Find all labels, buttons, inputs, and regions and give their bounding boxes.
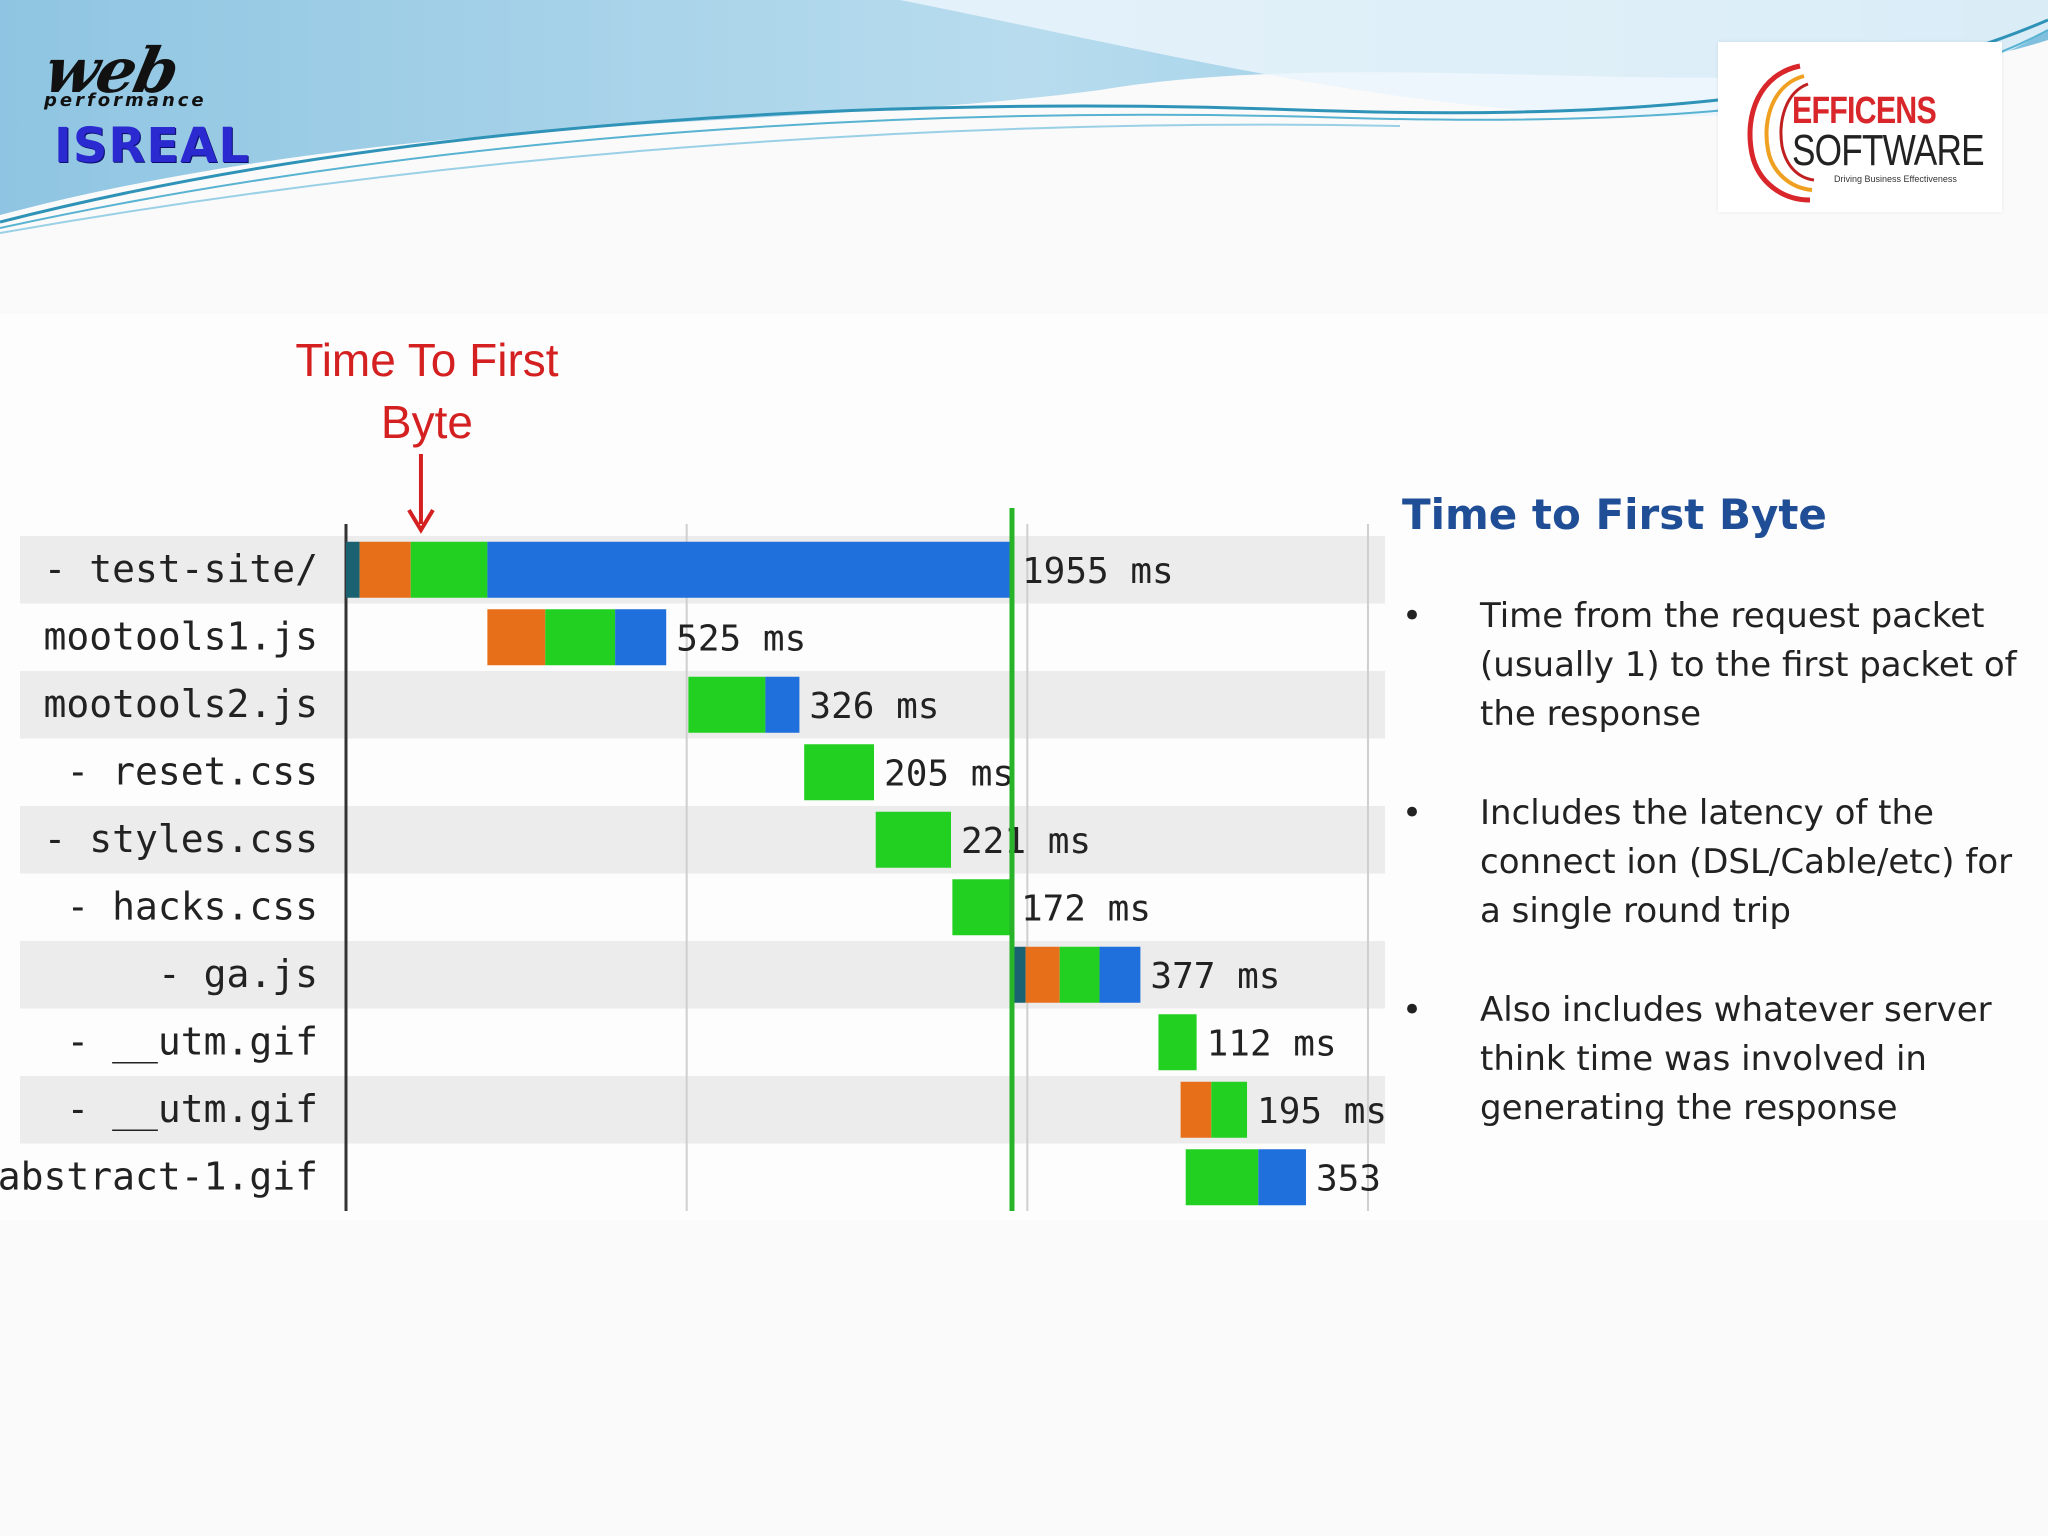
duration-label: 221 ms — [961, 821, 1091, 862]
row-label: - styles.css — [43, 817, 318, 861]
side-title: Time to First Byte — [1402, 490, 1827, 539]
duration-label: 172 ms — [1021, 888, 1151, 929]
row-stripe — [20, 806, 1385, 874]
bar-segment-ttfb — [1158, 1014, 1197, 1071]
efficens-software-logo: EFFICENS SOFTWARE Driving Business Effec… — [1718, 42, 2002, 212]
duration-label: 326 ms — [809, 686, 939, 727]
row-label: mootools2.js — [43, 682, 318, 726]
annotation-line-1: Time To First — [295, 334, 558, 386]
bar-segment-dns — [1011, 946, 1026, 1003]
logo-arcs-icon — [1747, 63, 1815, 203]
row-stripe — [20, 1076, 1385, 1144]
bar-segment-ttfb — [804, 744, 875, 801]
row-label: - ga.js — [158, 952, 318, 996]
bar-segment-ttfb — [952, 879, 1011, 936]
bar-segment-ttfb — [1185, 1149, 1259, 1206]
logo-software-word: SOFTWARE — [1792, 126, 1985, 175]
bar-segment-dns — [346, 541, 360, 598]
annotation-line-2: Byte — [381, 396, 473, 448]
bar-segment-ttfb — [1059, 946, 1100, 1003]
content-panel: - test-site/1955 ms mootools1.js 525 ms moo… — [0, 314, 2048, 1220]
bullet-item: • Includes the latency of the connect io… — [1402, 789, 2022, 936]
duration-label: 112 ms — [1207, 1023, 1337, 1064]
duration-label: 525 ms — [676, 618, 806, 659]
logo-performance-word: performance — [44, 90, 207, 111]
bar-segment-download — [487, 541, 1012, 598]
bar-segment-download — [1258, 1149, 1306, 1206]
bar-segment-connect — [487, 609, 546, 666]
row-label: mootools1.js — [43, 614, 318, 658]
bullet-dot-icon: • — [1402, 596, 1423, 636]
bullet-text: Includes the latency of the connect ion … — [1480, 793, 2013, 931]
duration-label: 1955 ms — [1022, 551, 1174, 592]
logo-efficens-word: EFFICENS — [1792, 90, 1937, 132]
bar-segment-ttfb — [410, 541, 488, 598]
bar-segment-connect — [359, 541, 411, 598]
duration-label: 353 ms — [1316, 1158, 1400, 1199]
row-label: abstract-1.gif — [0, 1154, 318, 1198]
duration-label: 377 ms — [1150, 956, 1280, 997]
bar-segment-connect — [1025, 946, 1060, 1003]
bar-segment-download — [615, 609, 667, 666]
web-performance-israel-logo: web performance ISREAL — [38, 34, 280, 180]
bullet-dot-icon: • — [1402, 793, 1423, 833]
row-label: - test-site/ — [43, 547, 318, 591]
duration-label: 195 ms — [1257, 1091, 1387, 1132]
bullet-dot-icon: • — [1402, 990, 1423, 1030]
bullet-item: • Time from the request packet (usually … — [1402, 592, 2022, 739]
row-label: - __utm.gif — [66, 1019, 318, 1064]
bar-segment-ttfb — [545, 609, 616, 666]
bullet-list: • Time from the request packet (usually … — [1402, 592, 2022, 1183]
logo-isreal-word: ISREAL — [54, 118, 250, 174]
bullet-item: • Also includes whatever server think ti… — [1402, 986, 2022, 1133]
row-label: - reset.css — [66, 749, 318, 793]
bar-segment-connect — [1180, 1081, 1212, 1138]
annotation-arrow-head-icon — [407, 508, 435, 534]
row-stripe — [20, 941, 1385, 1009]
bullet-text: Also includes whatever server think time… — [1480, 990, 1992, 1128]
row-label: - __utm.gif — [66, 1087, 318, 1132]
bar-segment-download — [765, 676, 800, 733]
logo-tagline: Driving Business Effectiveness — [1834, 174, 1957, 184]
bar-segment-ttfb — [1211, 1081, 1248, 1138]
duration-label: 205 ms — [884, 753, 1014, 794]
bar-segment-ttfb — [875, 811, 952, 868]
bullet-text: Time from the request packet (usually 1)… — [1480, 596, 2017, 734]
bar-segment-ttfb — [688, 676, 766, 733]
bar-segment-download — [1099, 946, 1141, 1003]
waterfall-chart: - test-site/1955 ms mootools1.js 525 ms moo… — [0, 334, 1400, 1211]
row-label: - hacks.css — [66, 884, 318, 928]
